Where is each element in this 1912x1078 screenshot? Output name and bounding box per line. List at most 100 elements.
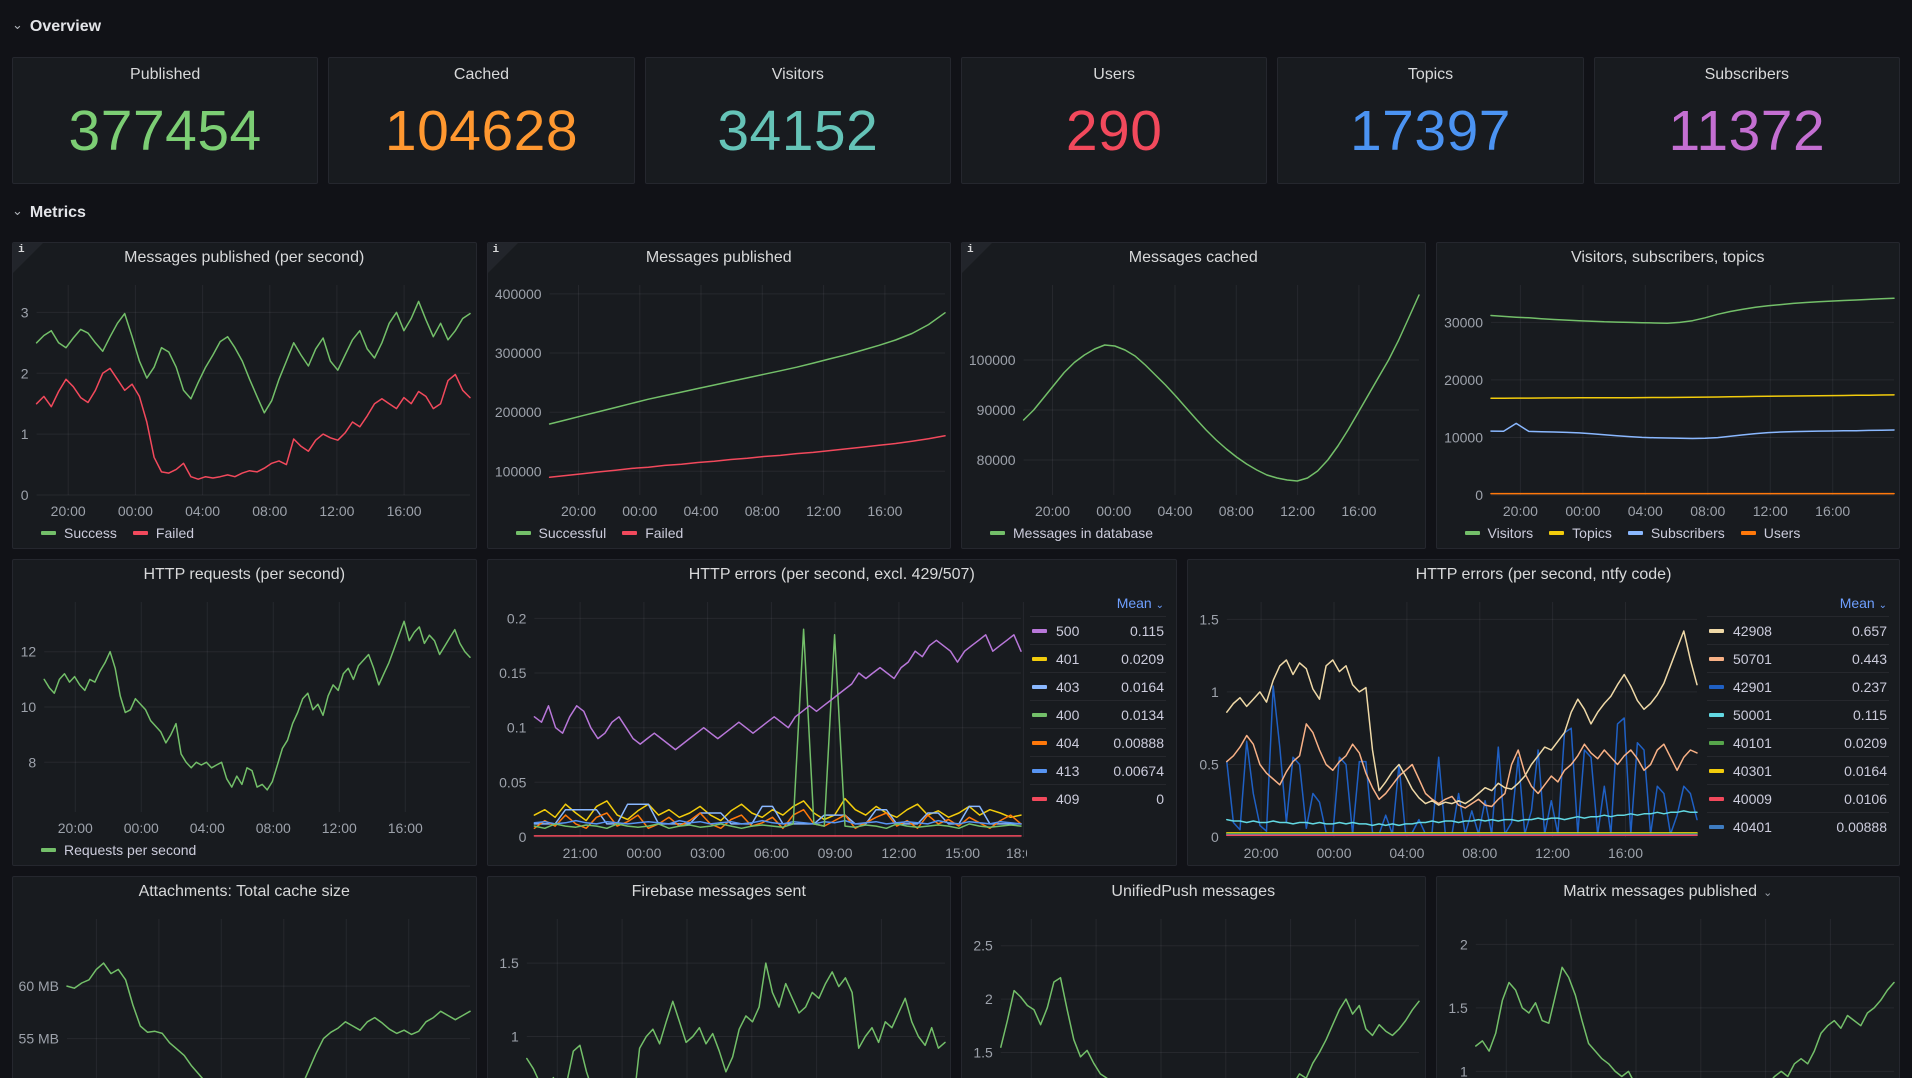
svg-text:00:00: 00:00 xyxy=(1565,503,1600,519)
svg-text:20:00: 20:00 xyxy=(1502,503,1537,519)
svg-text:10000: 10000 xyxy=(1444,430,1483,446)
svg-text:200000: 200000 xyxy=(494,404,541,420)
chart-messages-cached: 80000 90000 100000 20:00 00:00 04:00 08:00 12:0… xyxy=(962,273,1425,523)
legend-item[interactable]: Visitors xyxy=(1464,525,1533,541)
svg-text:100000: 100000 xyxy=(969,352,1016,368)
chart-http-requests: 8 10 12 20:00 00:00 04:00 08:00 12:00 16:00 xyxy=(13,590,476,840)
svg-text:12:00: 12:00 xyxy=(806,503,841,519)
svg-text:04:00: 04:00 xyxy=(190,820,225,836)
svg-text:2: 2 xyxy=(21,365,29,381)
legend-item[interactable]: Topics xyxy=(1549,525,1612,541)
panel-title[interactable]: UnifiedPush messages xyxy=(1111,883,1276,900)
legend-item[interactable]: 401 0.0209 xyxy=(1030,644,1166,672)
stat-panel-published: Published 377454 xyxy=(12,57,319,184)
svg-text:08:00: 08:00 xyxy=(1690,503,1725,519)
legend-item[interactable]: Subscribers xyxy=(1627,525,1725,541)
legend-item[interactable]: Messages in database xyxy=(990,525,1153,541)
svg-text:16:00: 16:00 xyxy=(387,503,422,519)
panel-title[interactable]: Messages published xyxy=(645,249,792,266)
svg-text:20:00: 20:00 xyxy=(560,503,595,519)
legend-sort-mean[interactable]: Mean ⌄ xyxy=(1839,595,1887,611)
svg-text:12:00: 12:00 xyxy=(1535,845,1570,861)
svg-text:0.2: 0.2 xyxy=(506,610,526,626)
legend-item[interactable]: 404 0.00888 xyxy=(1030,728,1166,756)
panel-visitors-subscribers-topics: Visitors, subscribers, topics 0 10000 2000… xyxy=(1435,242,1900,549)
svg-text:16:00: 16:00 xyxy=(1608,845,1643,861)
stat-panel-users: Users 290 xyxy=(961,57,1268,184)
legend-item[interactable]: Users xyxy=(1740,525,1800,541)
panel-messages-cached: i Messages cached 80000 90000 100000 20:00 0… xyxy=(961,242,1426,549)
panel-title[interactable]: Messages published (per second) xyxy=(124,249,365,266)
svg-text:300000: 300000 xyxy=(494,345,541,361)
chevron-down-icon: ⌄ xyxy=(12,17,23,32)
panel-title[interactable]: Matrix messages published ⌄ xyxy=(1563,883,1773,900)
section-metrics[interactable]: ⌄ Metrics xyxy=(12,203,1900,222)
svg-text:90000: 90000 xyxy=(977,402,1016,418)
svg-text:16:00: 16:00 xyxy=(867,503,902,519)
panel-title[interactable]: Messages cached xyxy=(1128,249,1258,266)
svg-text:16:00: 16:00 xyxy=(388,820,423,836)
svg-text:20:00: 20:00 xyxy=(51,503,86,519)
chart-legend: Success Failed xyxy=(13,523,476,548)
svg-text:0: 0 xyxy=(1475,487,1483,503)
legend-sort-mean[interactable]: Mean ⌄ xyxy=(1116,595,1164,611)
svg-text:0.5: 0.5 xyxy=(1199,757,1219,773)
svg-text:400000: 400000 xyxy=(494,286,541,302)
stat-panel-visitors: Visitors 34152 xyxy=(644,57,951,184)
legend-item[interactable]: 400 0.0134 xyxy=(1030,700,1166,728)
chart-messages-published-rate: 0 1 2 3 20:00 00:00 04:00 08:00 12:00 16:00 xyxy=(13,273,476,523)
svg-text:21:00: 21:00 xyxy=(562,845,597,861)
panel-http-requests: HTTP requests (per second) 8 10 12 20:00 00:… xyxy=(12,559,477,866)
legend-item[interactable]: Requests per second xyxy=(41,842,196,858)
svg-text:2.5: 2.5 xyxy=(973,938,993,954)
svg-text:100000: 100000 xyxy=(494,463,541,479)
legend-item[interactable]: 413 0.00674 xyxy=(1030,756,1166,784)
legend-item[interactable]: 409 0 xyxy=(1030,784,1166,812)
legend-item[interactable]: 40401 0.00888 xyxy=(1707,812,1889,840)
svg-text:00:00: 00:00 xyxy=(626,845,661,861)
info-icon[interactable]: i xyxy=(13,243,43,273)
legend-item[interactable]: Success xyxy=(41,525,117,541)
legend-item[interactable]: Failed xyxy=(132,525,194,541)
stat-label: Subscribers xyxy=(1704,66,1790,83)
legend-item[interactable]: 403 0.0164 xyxy=(1030,672,1166,700)
svg-text:18:00: 18:00 xyxy=(1005,845,1026,861)
svg-text:04:00: 04:00 xyxy=(1627,503,1662,519)
legend-table: Mean ⌄ 42908 0.657 50701 0.443 42901 0.237 5000… xyxy=(1703,590,1899,865)
legend-item[interactable]: Failed xyxy=(622,525,683,541)
svg-text:12:00: 12:00 xyxy=(881,845,916,861)
panel-title[interactable]: Visitors, subscribers, topics xyxy=(1570,249,1765,266)
info-icon[interactable]: i xyxy=(962,243,992,273)
legend-item[interactable]: 40301 0.0164 xyxy=(1707,756,1889,784)
metrics-row-3: Attachments: Total cache size 55 MB 60 MB… xyxy=(12,876,1900,1078)
panel-title[interactable]: Attachments: Total cache size xyxy=(138,883,350,900)
svg-text:0.15: 0.15 xyxy=(499,665,526,681)
stat-label: Topics xyxy=(1407,66,1454,83)
legend-item[interactable]: 50701 0.443 xyxy=(1707,644,1889,672)
info-icon[interactable]: i xyxy=(487,243,518,273)
svg-text:15:00: 15:00 xyxy=(945,845,980,861)
legend-item[interactable]: 500 0.115 xyxy=(1030,616,1166,644)
svg-text:0: 0 xyxy=(518,829,526,845)
chart-legend: Messages in database xyxy=(962,523,1425,548)
panel-title[interactable]: HTTP errors (per second, ntfy code) xyxy=(1415,566,1672,583)
legend-item[interactable]: 40101 0.0209 xyxy=(1707,728,1889,756)
legend-item[interactable]: 42901 0.237 xyxy=(1707,672,1889,700)
legend-item[interactable]: 50001 0.115 xyxy=(1707,700,1889,728)
panel-title[interactable]: HTTP requests (per second) xyxy=(143,566,346,583)
svg-text:30000: 30000 xyxy=(1444,314,1483,330)
svg-text:0: 0 xyxy=(1211,829,1219,845)
section-overview[interactable]: ⌄ Overview xyxy=(12,0,1900,36)
legend-item[interactable]: Successful xyxy=(515,525,606,541)
svg-text:12:00: 12:00 xyxy=(319,503,354,519)
chart-legend: Visitors Topics Subscribers Users xyxy=(1437,523,1900,548)
panel-http-errors-excl: HTTP errors (per second, excl. 429/507) … xyxy=(486,559,1177,866)
panel-title[interactable]: Firebase messages sent xyxy=(631,883,806,900)
legend-item[interactable]: 40009 0.0106 xyxy=(1707,784,1889,812)
svg-text:04:00: 04:00 xyxy=(1389,845,1424,861)
svg-text:08:00: 08:00 xyxy=(1462,845,1497,861)
panel-title[interactable]: HTTP errors (per second, excl. 429/507) xyxy=(688,566,975,583)
legend-item[interactable]: 42908 0.657 xyxy=(1707,616,1889,644)
svg-text:00:00: 00:00 xyxy=(622,503,657,519)
